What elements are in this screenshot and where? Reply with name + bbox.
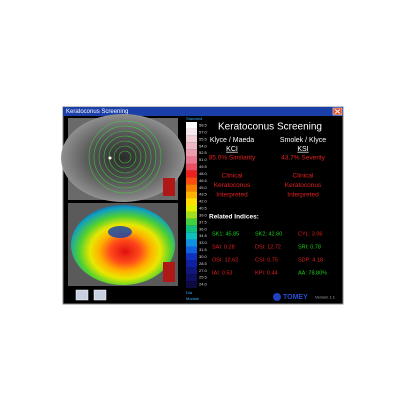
scale-swatch [186,184,197,192]
scale-label: 31.5 [199,247,208,252]
scale-swatch [186,198,197,205]
scale-label: 28.5 [199,261,208,266]
scale-swatch [186,281,197,288]
scale-label: 27.0 [199,268,208,273]
scale-label: 52.5 [199,150,208,155]
index-value: SK2: 42.60 [255,231,282,237]
interpretation: Interpreted [216,192,248,199]
index-name: KCI [226,146,238,153]
scale-swatch [186,163,197,171]
author: Smolek / Klyce [280,137,326,144]
close-icon [334,109,341,114]
scale-swatch [186,149,197,157]
window-title: Keratoconus Screening [66,109,128,115]
index-value: CYL: 3.06 [298,231,322,237]
interpretation: Keratoconus [285,182,322,189]
scale-label: 24.0 [199,282,208,287]
scale-label: 48.0 [199,171,208,176]
scale-swatch [186,142,197,150]
scale-swatch [186,211,197,219]
scale-label: 34.5 [199,233,208,238]
version: Version 1.1 [315,295,336,300]
scale-swatch [186,225,197,233]
scale-swatch [186,274,197,282]
scale-label: 42.0 [199,199,208,204]
scale-label: 30.0 [199,254,208,259]
scale-label: 36.0 [199,226,208,231]
scale-swatch [186,170,197,178]
scale-label: 51.0 [199,157,208,162]
topography-map [68,203,178,286]
scale-label: 55.5 [199,136,208,141]
interpretation: Interpreted [287,192,319,199]
color-scale: 58.557.0 55.5 54.0 52.5 51.0 49.5 48.0 46.5 45.0… [186,122,208,288]
title-bar [63,107,343,116]
index-value: SK1: 45.85 [212,231,239,237]
scale-label: 57.0 [199,129,208,134]
scale-label: 37.5 [199,219,208,224]
index-value: SAI: 0.28 [212,244,235,250]
index-value: DSI: 12.72 [255,244,281,250]
scale-swatch [186,122,197,129]
scale-swatch [186,156,197,164]
scale-label: 54.0 [199,143,208,148]
index-value: IAI: 0.53 [212,270,233,276]
scale-label: 25.5 [199,275,208,280]
logo-icon [273,293,281,301]
scale-footer: Module [186,296,200,301]
scale-label: 39.0 [199,212,208,217]
scale-label: 49.5 [199,164,208,169]
scale-swatch [186,260,197,268]
scale-label: 46.5 [199,178,208,183]
author: Klyce / Maeda [210,137,254,144]
index-value: SRI: 0.78 [298,244,321,250]
toolbar-button[interactable] [93,289,107,301]
interpretation: Clinical [222,173,244,180]
related-title: Related Indices: [209,214,259,221]
result: 43.7% Severity [281,155,325,162]
scale-swatch [186,239,197,247]
scale-footer: Dia [186,290,193,295]
index-name: KSI [297,146,308,153]
scale-label: 40.5 [199,206,208,211]
scale-header: Standard [186,116,202,121]
heading: Keratoconus Screening [218,122,322,133]
scale-swatch [186,128,197,136]
scale-label: 45.0 [199,185,208,190]
index-value: CSI: 0.75 [255,257,278,263]
scale-swatch [186,191,197,199]
index-value: KPI: 0.44 [255,270,278,276]
scale-label: 43.5 [199,192,208,197]
index-value: SDP: 4.18 [298,257,323,263]
logo: TOMEY [283,294,308,301]
scale-swatch [186,218,197,226]
scale-swatch [186,267,197,275]
index-value: OSI: 12.62 [212,257,238,263]
result: 85.0% Similarity [209,155,256,162]
scale-swatch [186,177,197,185]
scale-label: 58.5 [199,123,208,128]
scale-swatch [186,232,197,240]
scale-label: 33.0 [199,240,208,245]
scale-swatch [186,205,197,212]
interpretation: Clinical [293,173,315,180]
scale-swatch [186,253,197,261]
scale-swatch [186,246,197,254]
scale-swatch [186,135,197,143]
index-value: AA: 78.80% [298,270,327,276]
interpretation: Keratoconus [214,182,251,189]
eye-image [61,114,185,202]
toolbar-button[interactable] [75,289,89,301]
